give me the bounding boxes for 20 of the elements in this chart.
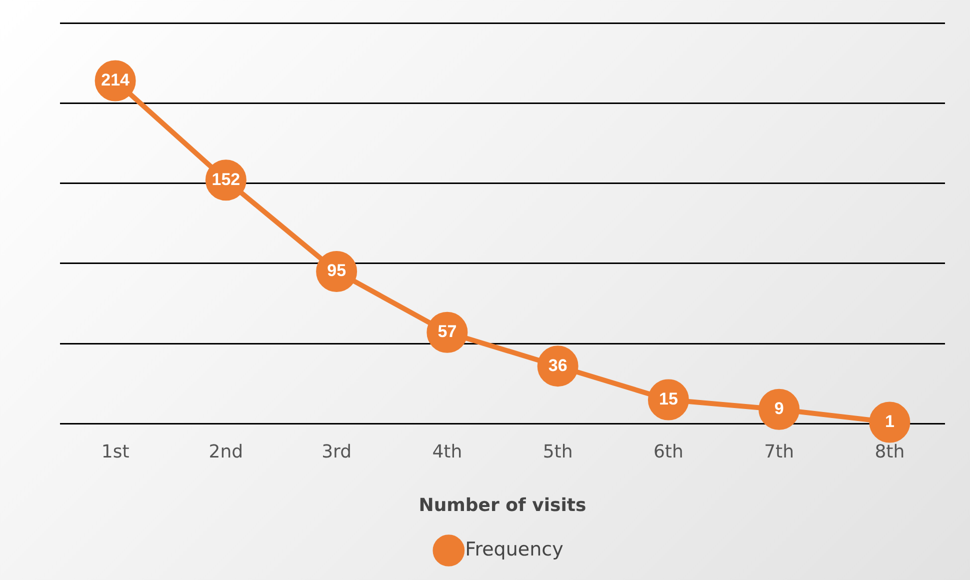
data-label: 1 (884, 412, 894, 431)
x-tick-label: 6th (653, 441, 684, 462)
point (869, 402, 910, 443)
x-tick-label: 8th (874, 441, 905, 462)
data-label: 36 (548, 356, 568, 375)
x-tick-label: 1st (101, 441, 130, 462)
point (758, 388, 800, 430)
x-tick-label: 7th (764, 441, 794, 462)
x-tick-label: 2nd (208, 441, 244, 462)
data-label: 152 (212, 170, 240, 189)
data-label: 57 (438, 322, 457, 342)
x-axis-title: Number of visits (418, 494, 586, 516)
data-label: 9 (774, 399, 784, 418)
x-tick-label: 3rd (322, 441, 352, 462)
legend-label: Frequency (465, 538, 564, 560)
x-tick-label: 4th (432, 441, 462, 462)
data-label: 214 (101, 70, 130, 90)
x-tick-label: 5th (542, 441, 573, 462)
data-label: 95 (327, 261, 346, 280)
data-label: 15 (658, 389, 678, 408)
